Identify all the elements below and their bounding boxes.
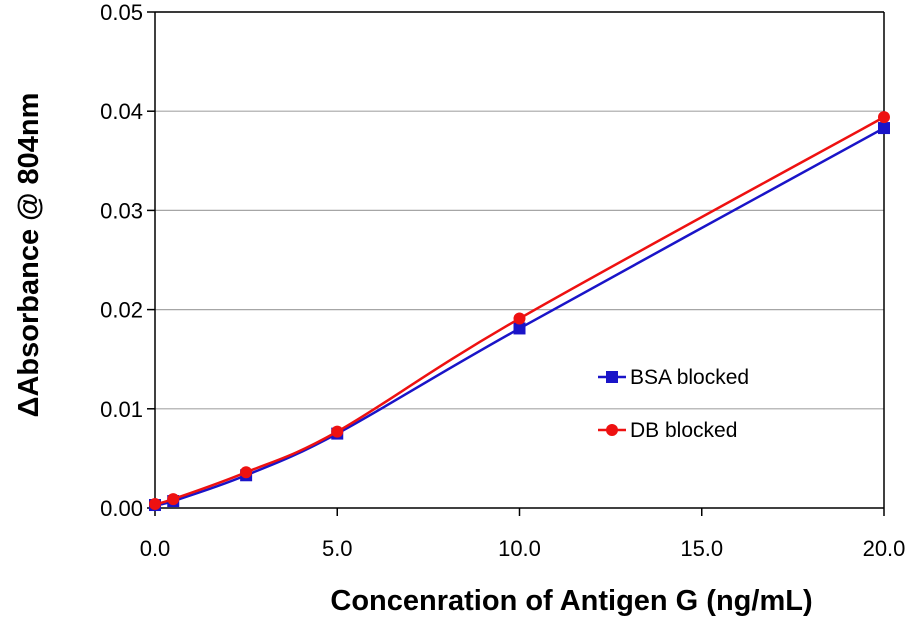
y-tick-label: 0.03 [100, 198, 143, 223]
data-point-circle [331, 425, 344, 438]
series-group [149, 111, 890, 512]
legend-label: DB blocked [630, 419, 737, 442]
data-point-circle [878, 111, 890, 124]
series-1 [149, 111, 890, 511]
data-point-square [513, 322, 526, 335]
data-point-circle [513, 312, 526, 325]
x-tick-label: 5.0 [322, 536, 353, 561]
axes [147, 11, 885, 516]
x-tick-label: 15.0 [680, 536, 723, 561]
series-line [154, 126, 885, 507]
data-point-circle [240, 466, 253, 479]
legend: BSA blocked DB blocked [598, 366, 749, 442]
y-tick-labels: 0.00 0.01 0.02 0.03 0.04 0.05 [100, 0, 143, 521]
data-point-square [878, 122, 890, 135]
x-tick-labels: 0.0 5.0 10.0 15.0 20.0 [140, 536, 906, 561]
y-axis-title: ΔAbsorbance @ 804nm [13, 93, 45, 418]
x-axis-title: Concenration of Antigen G (ng/mL) [330, 585, 812, 617]
legend-marker-square [606, 371, 618, 383]
data-point-circle [167, 493, 180, 506]
x-tick-label: 10.0 [498, 536, 541, 561]
y-tick-label: 0.02 [100, 298, 143, 323]
legend-entry-0: BSA blocked [598, 366, 749, 389]
y-tick-label: 0.01 [100, 397, 143, 422]
legend-entry-1: DB blocked [598, 419, 737, 442]
legend-marker-circle [606, 424, 618, 436]
x-tick-label: 20.0 [863, 536, 906, 561]
y-tick-label: 0.04 [100, 99, 143, 124]
data-point-circle [149, 498, 161, 511]
x-tick-label: 0.0 [140, 536, 171, 561]
y-tick-label: 0.05 [100, 0, 143, 25]
gridlines [155, 11, 884, 410]
y-tick-label: 0.00 [100, 496, 143, 521]
legend-label: BSA blocked [630, 366, 749, 389]
series-line [154, 116, 885, 506]
